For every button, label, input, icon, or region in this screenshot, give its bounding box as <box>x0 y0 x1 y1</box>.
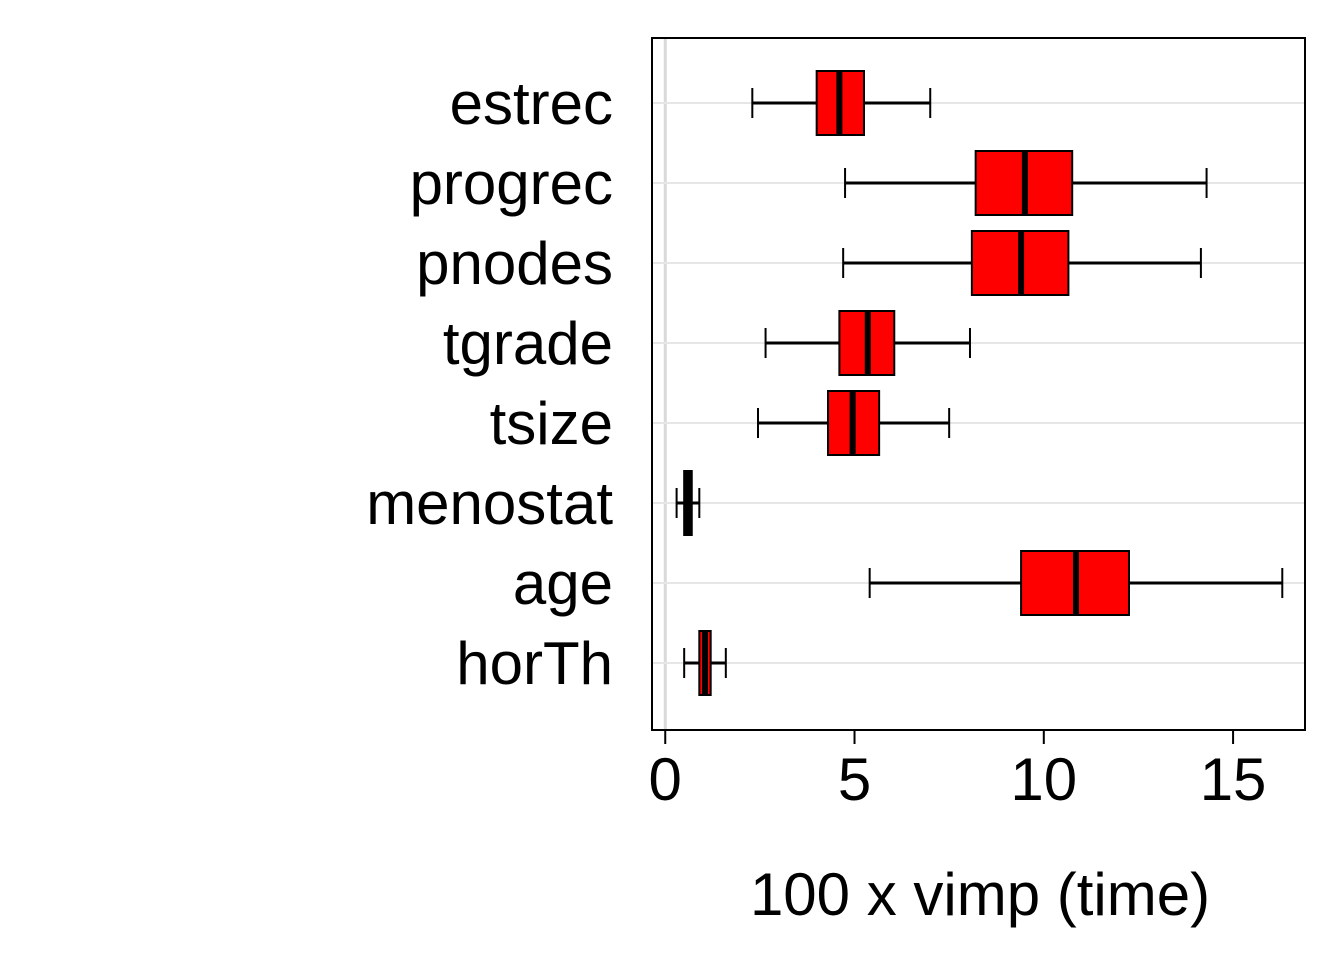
x-tick-label-10: 10 <box>1010 746 1077 813</box>
x-tick-label-15: 15 <box>1200 746 1267 813</box>
box-estrec <box>751 70 932 136</box>
box-menostat <box>675 470 701 536</box>
category-label-pnodes: pnodes <box>416 230 613 297</box>
box-tgrade <box>764 310 971 376</box>
box-pnodes <box>842 230 1202 296</box>
boxes <box>675 70 1284 696</box>
box-tsize <box>756 390 951 456</box>
x-axis-title: 100 x vimp (time) <box>750 861 1210 928</box>
box-horTh <box>683 630 727 696</box>
category-label-tgrade: tgrade <box>443 310 613 377</box>
category-label-tsize: tsize <box>490 390 613 457</box>
grid-lines <box>652 38 1305 730</box>
x-tick-label-0: 0 <box>649 746 682 813</box>
x-axis: 0 5 10 15 <box>649 730 1267 813</box>
box-age <box>868 550 1284 616</box>
category-label-horTh: horTh <box>456 630 613 697</box>
category-label-age: age <box>513 550 613 617</box>
category-label-estrec: estrec <box>450 70 613 137</box>
plot-frame <box>651 37 1306 731</box>
category-label-progrec: progrec <box>410 150 613 217</box>
category-label-menostat: menostat <box>366 470 613 537</box>
box-progrec <box>844 150 1208 216</box>
x-tick-label-5: 5 <box>838 746 871 813</box>
category-labels: estrec progrec pnodes tgrade tsize menostat ag… <box>366 70 613 697</box>
